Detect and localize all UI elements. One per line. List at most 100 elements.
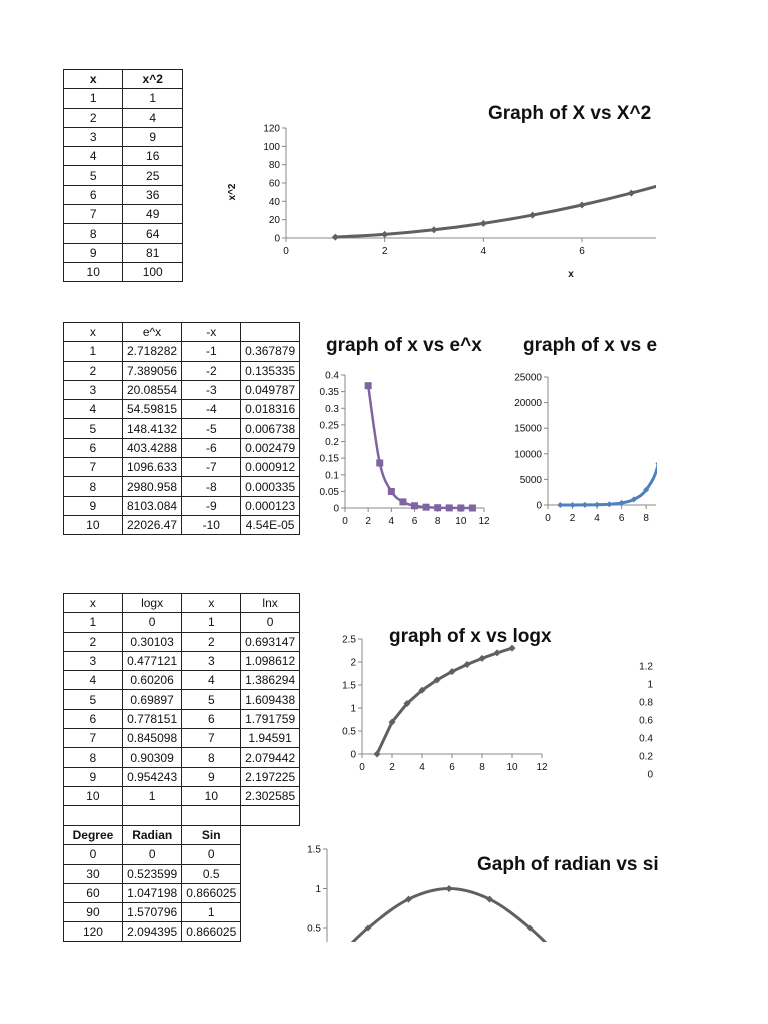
table-cell: 0.006738 [240, 418, 300, 439]
table-cell: 20.08554 [121, 379, 183, 401]
table-cell: 0.30103 [121, 631, 183, 652]
svg-text:40: 40 [269, 197, 281, 208]
svg-text:0.5: 0.5 [307, 924, 321, 935]
table-cell: 10 [63, 514, 123, 536]
chart-title: graph of x vs e^x [326, 335, 482, 356]
table-cell: 8 [62, 223, 124, 244]
svg-text:0: 0 [359, 762, 365, 773]
svg-text:10000: 10000 [514, 449, 542, 460]
svg-text:5000: 5000 [520, 475, 543, 486]
table-row [63, 805, 300, 826]
svg-text:120: 120 [263, 124, 280, 135]
svg-text:15000: 15000 [514, 424, 542, 435]
svg-text:0.25: 0.25 [320, 420, 340, 431]
table-cell: 0 [121, 612, 183, 633]
table-row: 90 1.570796 1 [63, 902, 241, 923]
table-cell: -10 [181, 514, 242, 536]
table-cell: 1.791759 [240, 708, 300, 730]
column-header: Degree [63, 824, 123, 846]
svg-text:0.5: 0.5 [342, 727, 356, 738]
table-row: 8 2980.958 -8 0.000335 [63, 476, 300, 497]
svg-text:10: 10 [455, 516, 467, 527]
svg-text:80: 80 [269, 160, 281, 171]
svg-text:0: 0 [545, 513, 551, 524]
table-row: 5 25 [62, 165, 183, 186]
chart-title: Graph of X vs X^2 [488, 103, 652, 124]
svg-text:2: 2 [365, 516, 371, 527]
table-cell: 2.197225 [240, 766, 300, 787]
square-table: x x^2 1 1 2 4 3 9 4 16 5 25 6 36 7 49 8 64 9 81 10 100 [62, 68, 183, 283]
table-cell: 0.845098 [121, 728, 183, 749]
table-cell: 1096.633 [121, 457, 183, 478]
chart-title: graph of x vs e [523, 335, 658, 356]
svg-text:0: 0 [283, 246, 289, 257]
table-cell: 22026.47 [121, 514, 183, 536]
table-cell: 2.094395 [121, 921, 183, 942]
chart-title: Gaph of radian vs si [477, 854, 659, 875]
table-cell: 0.693147 [240, 631, 300, 652]
table-header-row: x x^2 [62, 68, 183, 90]
svg-text:8: 8 [479, 762, 485, 773]
table-row: 120 2.094395 0.866025 [63, 921, 241, 942]
svg-text:6: 6 [412, 516, 418, 527]
svg-text:6: 6 [619, 513, 625, 524]
svg-text:12: 12 [536, 762, 548, 773]
svg-text:0.1: 0.1 [325, 470, 339, 481]
svg-text:1.5: 1.5 [342, 681, 356, 692]
svg-text:8: 8 [643, 513, 649, 524]
svg-text:6: 6 [579, 246, 585, 257]
svg-text:0: 0 [536, 501, 542, 512]
table-cell: 1.098612 [240, 650, 300, 672]
svg-text:4: 4 [594, 513, 600, 524]
table-cell: 30 [63, 863, 123, 884]
svg-text:1.5: 1.5 [307, 845, 321, 856]
table-cell: 0.90309 [121, 747, 183, 768]
svg-text:20: 20 [269, 215, 281, 226]
svg-text:60: 60 [269, 179, 281, 190]
table-row: 60 1.047198 0.866025 [63, 882, 241, 904]
table-cell: 1.047198 [121, 882, 183, 904]
table-header-row: Degree Radian Sin [63, 824, 241, 846]
table-row: 1 2.718282 -1 0.367879 [63, 341, 300, 362]
table-cell: 1.94591 [240, 728, 300, 749]
svg-text:0: 0 [274, 234, 280, 245]
svg-text:0.3: 0.3 [325, 404, 339, 415]
chart-title: graph of x vs logx [389, 626, 552, 647]
table-cell: 8103.084 [121, 495, 183, 516]
table-cell: 0.778151 [121, 708, 183, 730]
svg-text:0: 0 [342, 516, 348, 527]
table-cell: 0.866025 [181, 921, 241, 942]
table-cell: 1.609438 [240, 689, 300, 710]
svg-text:0.6: 0.6 [639, 716, 653, 727]
svg-text:0.15: 0.15 [320, 454, 340, 465]
table-cell: 0.000335 [240, 476, 300, 497]
table-row: 30 0.523599 0.5 [63, 863, 241, 884]
table-cell: 0.60206 [121, 670, 183, 691]
svg-text:20000: 20000 [514, 398, 542, 409]
svg-text:0.4: 0.4 [639, 734, 653, 745]
table-cell: 90 [63, 902, 123, 923]
table-cell: 120 [63, 921, 123, 942]
table-cell: 0.523599 [121, 863, 183, 884]
svg-text:4: 4 [481, 246, 487, 257]
table-row: 6 403.4288 -6 0.002479 [63, 437, 300, 459]
table-cell [121, 805, 183, 826]
sin-table: Degree Radian Sin 0 0 0 30 0.523599 0.5 60 1.04719… [63, 824, 241, 942]
svg-text:1: 1 [647, 680, 653, 691]
column-header: lnx [240, 592, 300, 614]
svg-text:0: 0 [350, 750, 356, 761]
svg-text:25000: 25000 [514, 373, 542, 384]
table-cell: 0.477121 [121, 650, 183, 672]
svg-text:0.8: 0.8 [639, 698, 653, 709]
svg-text:1.2: 1.2 [639, 662, 653, 673]
table-row: 10 22026.47 -10 4.54E-05 [63, 514, 300, 536]
log-table: x logx x lnx 1 0 1 0 2 0.30103 2 0.693147 3 0.477121 3… [63, 592, 300, 826]
table-cell: 4.54E-05 [240, 514, 300, 536]
svg-text:2: 2 [570, 513, 576, 524]
svg-text:0: 0 [647, 770, 653, 781]
svg-text:1: 1 [350, 704, 356, 715]
svg-text:2: 2 [350, 658, 356, 669]
